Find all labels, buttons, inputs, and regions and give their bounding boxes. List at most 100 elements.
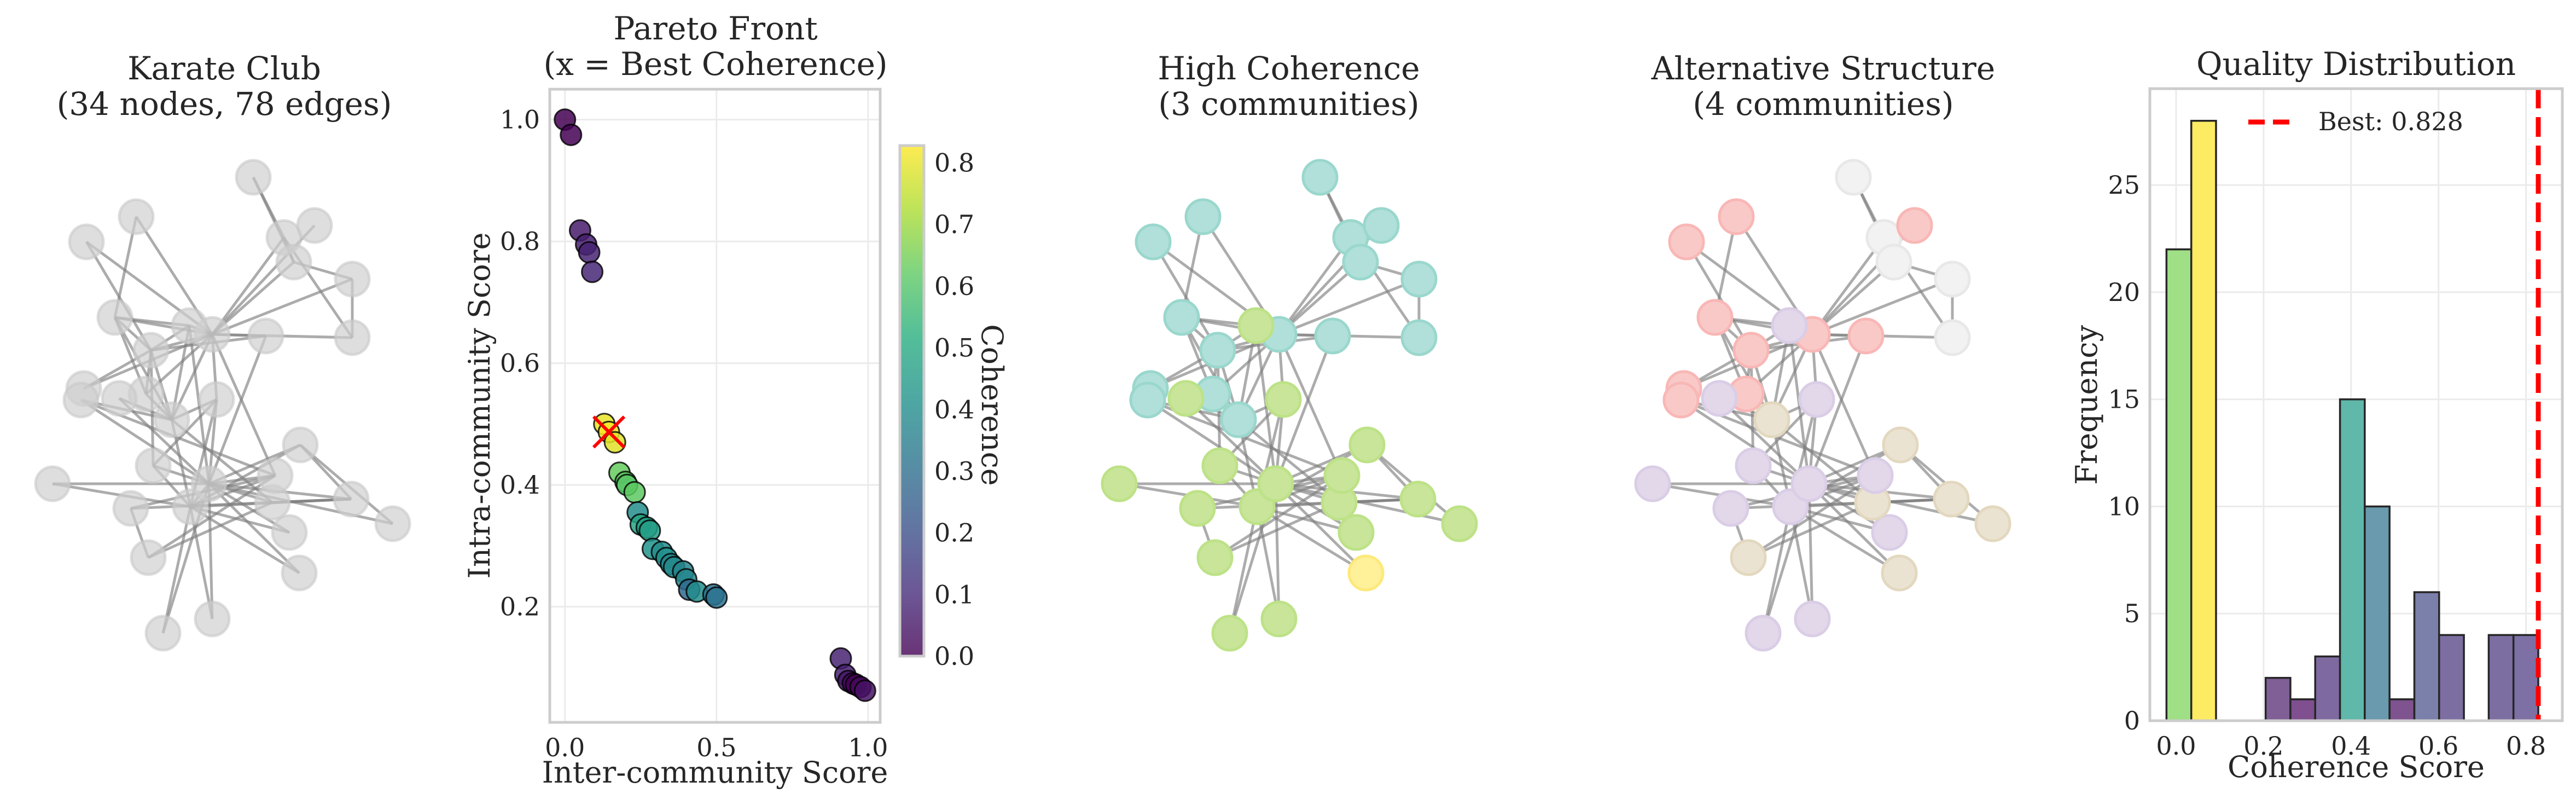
hist-ytick-label: 0 <box>2124 706 2140 735</box>
network-node <box>1400 319 1438 356</box>
network-node <box>194 600 231 638</box>
network-node <box>1237 307 1275 344</box>
network-node <box>1101 465 1138 502</box>
network-node <box>96 299 133 336</box>
network-node <box>1338 514 1375 551</box>
network-node <box>1718 198 1755 235</box>
network-node <box>130 539 167 576</box>
network-edge <box>147 474 276 559</box>
colorbar-tick-label: 0.8 <box>934 148 974 178</box>
network-node <box>334 319 371 356</box>
network-node <box>62 381 100 419</box>
network-edge <box>189 506 214 619</box>
hist-ytick-label: 10 <box>2108 491 2140 521</box>
network-node <box>1257 465 1294 502</box>
best-marker-stroke <box>592 415 626 449</box>
network-edge <box>1275 482 1460 525</box>
hist-bar <box>2190 119 2217 722</box>
network-node <box>296 207 333 244</box>
hist-xtick-label: 0.2 <box>2243 731 2283 761</box>
network-edge <box>1807 335 1868 484</box>
high-title-line1: High Coherence <box>1158 50 1420 87</box>
network-node <box>257 457 294 494</box>
network-node <box>1696 299 1734 336</box>
network-edge <box>1185 397 1277 485</box>
network-node <box>1712 490 1749 527</box>
colorbar-label: Coherence <box>975 324 1009 485</box>
network-node <box>1196 539 1234 576</box>
network-node <box>235 159 272 196</box>
pareto-ytick-label: 0.6 <box>500 349 540 378</box>
hist-bar <box>2264 676 2292 722</box>
network-edge <box>207 335 268 484</box>
pareto-gridlines <box>550 89 880 722</box>
panel-histogram: Quality Distribution 0.0 0.2 0.4 0.6 0.8 0 5 10… <box>2069 45 2564 784</box>
network-node <box>112 490 149 527</box>
karate-title-line2: (34 nodes, 78 edges) <box>57 85 392 123</box>
hist-bar <box>2339 398 2366 722</box>
network-edge <box>1277 333 1344 477</box>
pareto-point <box>560 123 583 146</box>
hist-bar <box>2487 634 2515 722</box>
network-node <box>1400 260 1438 298</box>
best-coherence-marker <box>592 415 626 449</box>
pareto-point <box>623 480 646 503</box>
network-edge <box>1275 483 1367 574</box>
pareto-ytick-label: 1.0 <box>500 105 540 135</box>
network-edge <box>1214 474 1343 559</box>
network-edge <box>1812 277 1953 336</box>
network-node <box>1184 198 1222 235</box>
pareto-xtick-label: 0.0 <box>545 733 585 762</box>
network-edge <box>147 501 274 559</box>
pareto-ytick-label: 0.2 <box>500 592 540 622</box>
network-edge <box>1214 501 1340 559</box>
hist-bar <box>2413 591 2440 722</box>
panel-alternative: Alternative Structure (4 communities) <box>1634 50 2011 652</box>
hist-xtick-label: 0.6 <box>2418 731 2458 761</box>
hist-bar <box>2388 698 2416 722</box>
hist-xlabel: Coherence Score <box>2228 750 2485 784</box>
network-edge <box>1680 398 1810 485</box>
network-node <box>198 381 235 418</box>
network-node <box>1441 505 1478 542</box>
network-edge <box>208 482 393 525</box>
network-edge <box>1228 506 1259 634</box>
network-node <box>135 447 172 484</box>
hist-title: Quality Distribution <box>2196 45 2516 83</box>
panel-high-coherence: High Coherence (3 communities) <box>1101 50 1478 652</box>
pareto-tick-labels: 0.0 0.5 1.0 0.2 0.4 0.6 0.8 1.0 <box>500 105 888 762</box>
network-edge <box>1277 236 1352 335</box>
high-title-line2: (3 communities) <box>1158 85 1419 123</box>
karate-network <box>34 159 411 652</box>
colorbar-tick-label: 0.5 <box>934 333 974 363</box>
pareto-point <box>581 260 604 283</box>
network-node <box>1934 319 1971 356</box>
network-node <box>1220 401 1257 438</box>
pareto-point <box>578 241 601 264</box>
network-node <box>1735 447 1772 484</box>
network-node <box>1745 615 1782 652</box>
network-node <box>282 426 319 464</box>
colorbar <box>898 144 926 658</box>
alternative-network <box>1634 159 2011 652</box>
colorbar-tick-labels: 0.0 0.1 0.2 0.3 0.4 0.5 0.6 0.7 0.8 <box>934 148 974 671</box>
hist-bars <box>2165 119 2539 722</box>
network-node <box>1314 317 1351 355</box>
hist-ylabel: Frequency <box>2069 325 2104 485</box>
network-node <box>1790 465 1828 502</box>
karate-title-line1: Karate Club <box>127 50 321 87</box>
network-node <box>275 244 312 281</box>
network-node <box>1668 223 1705 260</box>
network-edge <box>1811 333 1877 477</box>
network-node <box>1399 480 1437 518</box>
network-node <box>1301 159 1339 196</box>
network-node <box>1933 480 1970 518</box>
hist-bar <box>2289 698 2316 722</box>
network-node <box>281 554 318 592</box>
network-edge <box>1255 506 1281 619</box>
network-edge <box>1809 482 1993 525</box>
network-edge <box>161 506 192 634</box>
network-node <box>1201 447 1238 484</box>
network-node <box>101 380 138 417</box>
pareto-point <box>638 519 661 542</box>
